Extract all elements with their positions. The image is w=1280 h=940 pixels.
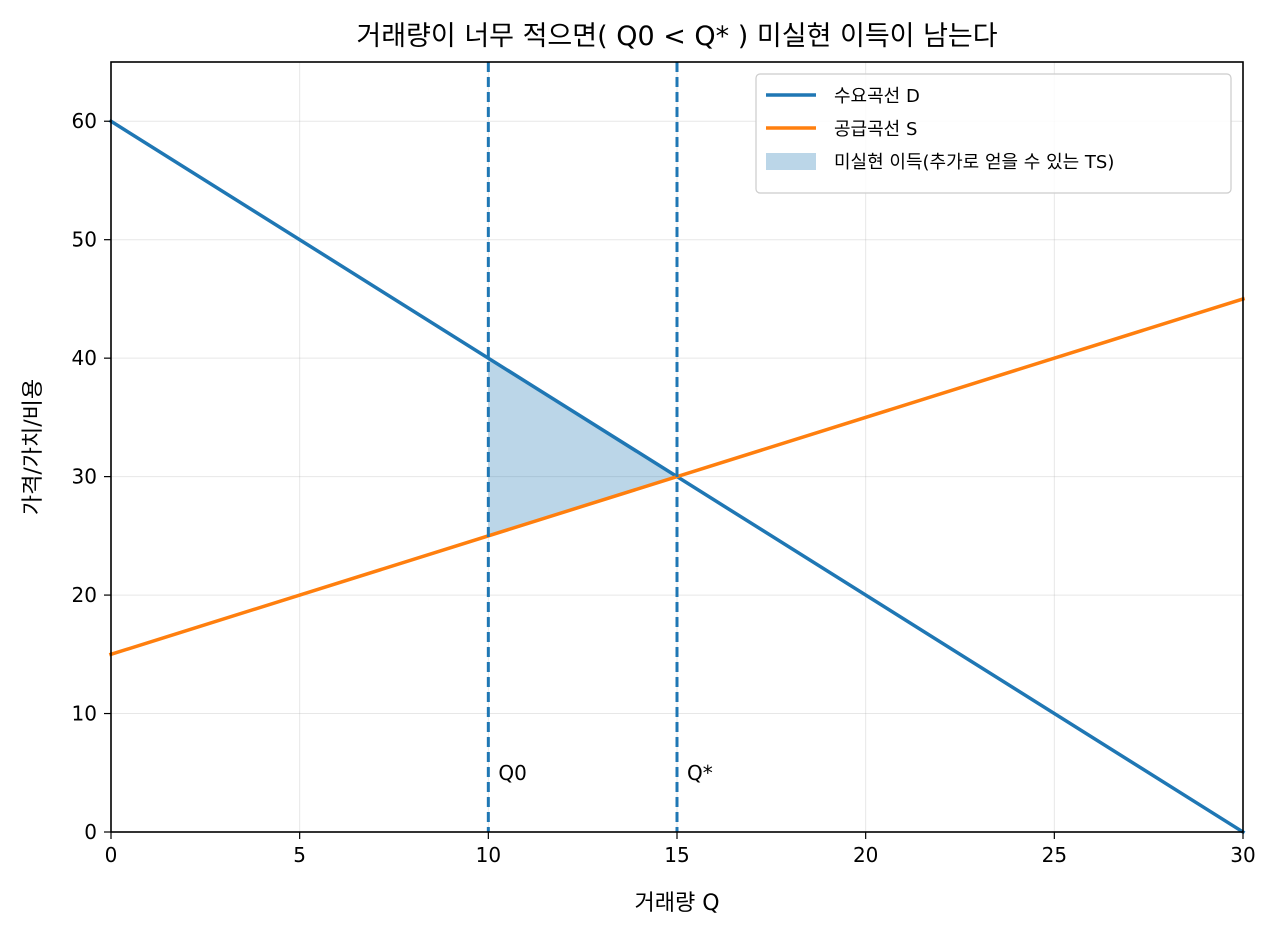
tick-layer: 0 5 10 15 20 25 30 0 10 20 30 40 50 60 [72, 109, 1256, 867]
legend-label-supply: 공급곡선 S [834, 119, 917, 140]
x-tick-label: 0 [105, 843, 118, 867]
x-tick-label: 5 [293, 843, 306, 867]
legend-label-demand: 수요곡선 D [834, 86, 920, 107]
y-tick-label: 40 [72, 346, 97, 370]
legend-frame [755, 73, 1232, 194]
x-tick-label: 30 [1230, 843, 1255, 867]
x-tick-label: 15 [664, 843, 689, 867]
y-tick-label: 0 [84, 820, 97, 844]
x-tick-label: 20 [853, 843, 878, 867]
y-tick-label: 10 [72, 702, 97, 726]
annot-layer: Q0 Q* [498, 761, 712, 785]
y-tick-label: 50 [72, 228, 97, 252]
y-axis-label: 가격/가치/비용 [21, 379, 46, 515]
legend-swatch-region [766, 153, 816, 170]
chart-title: 거래량이 너무 적으면( Q0 < Q* ) 미실현 이득이 남는다 [356, 21, 997, 52]
vline-layer [486, 62, 679, 832]
legend-label-region: 미실현 이득(추가로 얻을 수 있는 TS) [834, 152, 1114, 173]
q0-label: Q0 [498, 761, 526, 785]
y-tick-label: 60 [72, 109, 97, 133]
x-tick-label: 10 [476, 843, 501, 867]
unrealized-gain-region [488, 358, 677, 536]
legend: 수요곡선 D 공급곡선 S 미실현 이득(추가로 얻을 수 있는 TS) [755, 73, 1232, 194]
qstar-label: Q* [687, 761, 713, 785]
y-tick-label: 30 [72, 465, 97, 489]
y-tick-label: 20 [72, 583, 97, 607]
x-tick-label: 25 [1042, 843, 1067, 867]
x-axis-label: 거래량 Q [634, 891, 719, 916]
fill-layer [488, 358, 677, 536]
